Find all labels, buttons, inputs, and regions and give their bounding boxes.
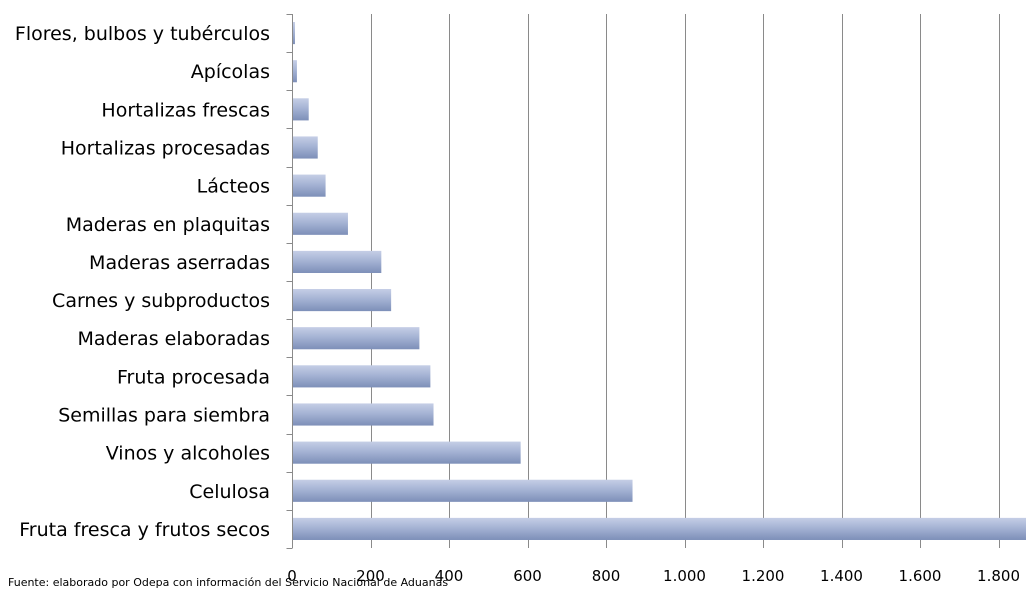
- x-tick-label: 800: [592, 567, 621, 585]
- bar-0: [293, 22, 295, 45]
- bar-9: [293, 365, 431, 388]
- x-tick-labels: 0 200 400 600 800 1.000 1.200 1.400 1.600 1.800: [287, 567, 1020, 585]
- x-tick-label: 1.000: [663, 567, 706, 585]
- bar-1: [293, 60, 297, 83]
- category-label: Celulosa: [189, 481, 270, 503]
- category-label: Semillas para siembra: [58, 405, 270, 427]
- bars: [293, 22, 1026, 540]
- bar-12: [293, 479, 633, 502]
- bar-4: [293, 174, 326, 197]
- gridlines: [371, 14, 1000, 548]
- x-tick-label: 200: [356, 567, 385, 585]
- bar-2: [293, 98, 309, 121]
- category-label: Fruta fresca y frutos secos: [19, 519, 270, 541]
- x-tick-label: 1.800: [977, 567, 1020, 585]
- category-label: Hortalizas frescas: [101, 99, 270, 121]
- x-tick-label: 1.400: [820, 567, 863, 585]
- category-label: Lácteos: [197, 176, 270, 198]
- x-tick-label: 600: [513, 567, 542, 585]
- category-labels: Flores, bulbos y tubérculos Apícolas Horta…: [15, 23, 270, 541]
- category-label: Maderas aserradas: [89, 252, 270, 274]
- category-label: Apícolas: [191, 61, 270, 83]
- bar-7: [293, 289, 392, 312]
- x-tick-label: 1.600: [899, 567, 942, 585]
- source-note: Fuente: elaborado por Odepa con informac…: [8, 576, 448, 589]
- category-label: Maderas elaboradas: [77, 328, 270, 350]
- bar-6: [293, 250, 382, 273]
- axes: [286, 14, 293, 549]
- bar-3: [293, 136, 318, 159]
- category-label: Flores, bulbos y tubérculos: [15, 23, 270, 45]
- x-tick-label: 0: [287, 567, 297, 585]
- bar-10: [293, 403, 434, 426]
- x-tick-label: 400: [435, 567, 464, 585]
- category-label: Maderas en plaquitas: [66, 214, 270, 236]
- category-label: Fruta procesada: [117, 366, 270, 388]
- bar-13: [293, 517, 1026, 540]
- bar-11: [293, 441, 521, 464]
- category-label: Hortalizas procesadas: [61, 138, 270, 160]
- category-label: Carnes y subproductos: [52, 290, 270, 312]
- bar-5: [293, 212, 348, 235]
- bar-8: [293, 327, 420, 350]
- x-tick-label: 1.200: [742, 567, 785, 585]
- category-label: Vinos y alcoholes: [106, 443, 270, 465]
